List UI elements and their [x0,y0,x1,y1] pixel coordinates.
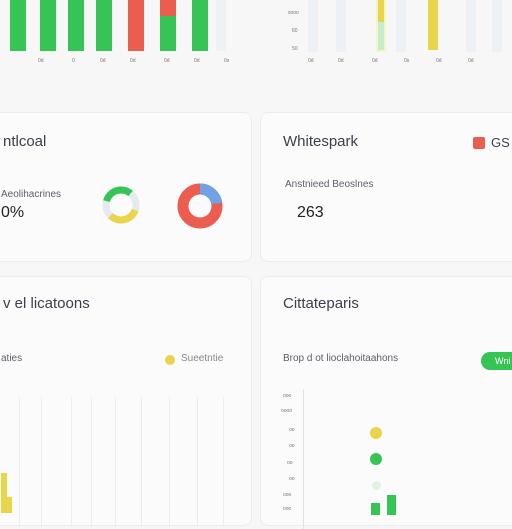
x-tick: 0d [194,58,200,64]
donut-chart-red-blue [177,183,223,229]
legend-dot-yellow [165,355,175,365]
metric-value: 263 [297,204,324,221]
y-tick: oo [289,476,295,482]
x-tick: 0d [100,58,106,64]
y-tick: oo [287,460,293,466]
chart-column [466,0,476,52]
chart-label: Brop d ot lioclahoitaahons [283,353,399,364]
x-tick: 0s [224,58,230,64]
y-tick: oo [289,427,295,433]
metric-label: Aeolihacrines [1,189,62,200]
grid-line [197,397,198,527]
grid-line [41,397,42,527]
x-tick: 0 [72,58,75,64]
chart-bar-yellow [378,0,384,22]
y-tick: oo [289,443,295,449]
x-tick: 0d [436,58,442,64]
chart-bar-yellow [1,473,7,513]
grid-line [223,397,224,527]
chart-bar [68,0,84,51]
card-title: Whitespark [283,133,359,150]
x-tick: 0d [372,58,378,64]
chart-bar-light-green [378,22,384,50]
chart-bar [192,0,208,51]
x-tick: 0d [338,58,344,64]
chart-bar-yellow [5,497,12,513]
x-tick: 0d [308,58,314,64]
grid-line [141,397,142,527]
status-badge[interactable]: Wni [481,352,512,370]
legend-label: Sueetntie [181,353,224,364]
y-tick: ooo [283,492,292,498]
chart-bar [10,0,26,51]
metric-value: 0% [1,204,25,221]
chart-point-green [370,453,382,465]
x-tick: 0d [468,58,474,64]
chart-card-d: Cittateparis Brop d ot lioclahoitaahons … [260,276,512,529]
ring-chart-green-yellow [102,186,140,224]
card-title: ntlcoal [3,133,47,150]
x-tick: 0d [38,58,44,64]
grid-line [169,397,170,527]
chart-label: aties [1,353,23,364]
chart-bar-green [387,495,396,515]
chart-bar [40,0,56,51]
y-tick: 60 [292,28,298,34]
y-tick: ooo [283,506,292,512]
y-tick: 50 [292,46,298,52]
metric-label: Anstnieed Beoslnes [285,179,374,190]
y-tick: oooo [281,408,293,414]
top-left-bar-chart: 0d 0 0d 0d 0d 0d 0s [0,0,240,70]
chart-point-yellow [370,427,382,439]
chart-bar [160,16,176,51]
metric-card-a: ntlcoal Aeolihacrines 0% [0,112,252,262]
legend-swatch [473,137,485,149]
metric-card-b: Whitespark GS Anstnieed Beoslnes 263 [260,112,512,262]
chart-column [336,0,346,52]
card-title: Cittateparis [283,295,359,312]
chart-card-c: v el licatoons aties Sueetntie [0,276,252,527]
top-right-column-chart: sooo 60 50 0d 0d 0d 0s 0d 0d [270,0,512,70]
chart-column-empty [216,0,226,51]
x-tick: 0d [130,58,136,64]
grid-line [71,397,72,527]
y-tick: ooo [283,393,292,399]
grid-line [115,397,116,527]
chart-column [308,0,318,52]
y-tick: sooo [288,10,299,16]
chart-column [396,0,406,52]
chart-column [492,0,502,52]
chart-bar-yellow [428,0,438,50]
x-tick: 0s [404,58,410,64]
x-tick: 0d [164,58,170,64]
chart-point-light-green [372,481,381,490]
chart-bar [160,0,176,16]
grid-line [19,397,20,527]
grid-line [91,397,92,527]
chart-bar [96,0,112,51]
card-title: v el licatoons [3,295,90,312]
chart-bar-green [371,503,380,515]
chart-bar-highlight [128,0,144,51]
y-axis-line [303,389,304,529]
legend-label: GS [491,135,510,150]
